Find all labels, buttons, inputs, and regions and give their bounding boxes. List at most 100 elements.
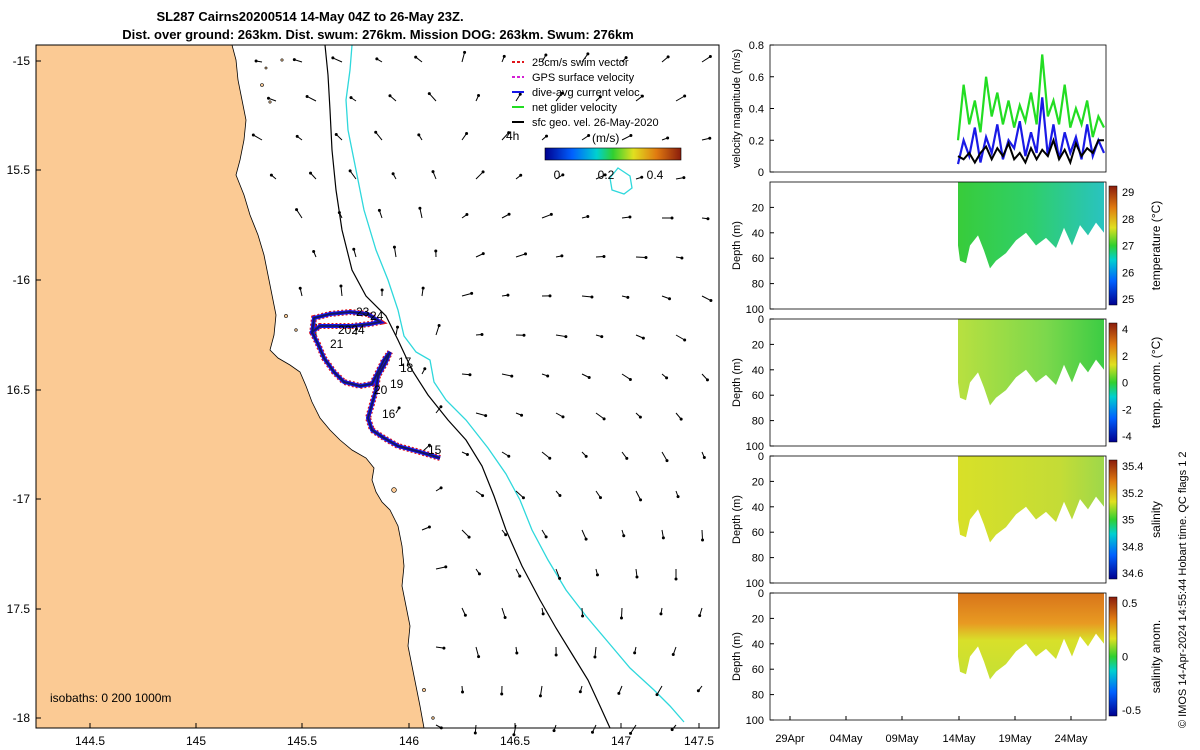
velocity-arrow [501,54,506,63]
velocity-arrow [675,94,687,102]
day-label: 15 [428,443,442,457]
panel-ytick-label: 60 [752,664,764,676]
panel-ytick-label: 0.4 [749,104,764,116]
velocity-arrow [475,412,488,418]
velocity-arrow [674,569,678,581]
velocity-arrow [417,133,423,141]
track-line [310,311,441,459]
velocity-arrow [621,215,632,219]
velocity-arrow [581,215,590,219]
panel-colorbar [1108,185,1118,306]
panel-ytick-label: 0.8 [749,40,764,52]
day-label: 2024 [338,323,365,337]
velocity-arrow [541,134,549,141]
velocity-arrow [414,55,423,63]
velocity-arrow [501,451,511,458]
velocity-arrow [348,169,357,180]
section-fill [958,456,1104,543]
velocity-arrow [619,607,623,620]
map-xtick-label: 145.5 [287,734,317,748]
velocity-arrow [701,373,709,382]
day-label: 24 [370,309,384,323]
velocity-arrow [254,59,263,63]
legend-entry: dive-avg current veloc. [512,87,643,99]
time-axis: 29Apr 04May 09May 14May 19May 24May [775,716,1088,745]
map-xtick-label: 146 [399,734,419,748]
velocity-arrow [696,685,703,693]
velocity-arrow [309,171,317,180]
title-line-1: SL287 Cairns20200514 14-May 04Z to 26-Ma… [156,9,463,24]
title-line-2: Dist. over ground: 263km. Dist. swum: 27… [122,27,634,42]
panel-ytick-label: 0 [758,167,764,179]
velocity-arrow [421,286,425,297]
velocity-arrow [501,212,511,219]
time-tick-label: 19May [998,733,1032,745]
panel-ytick-label: 100 [746,715,764,727]
velocity-arrow [621,529,626,538]
velocity-arrow [475,490,485,498]
time-tick-label: 04May [829,733,863,745]
velocity-arrow [661,451,669,463]
velocity-arrow [461,373,472,377]
velocity-arrow [621,56,628,63]
velocity-arrow [701,217,710,221]
panel-ytick-label: 100 [746,441,764,453]
velocity-arrow [251,133,263,141]
panel-colorbar-tick: 0 [1122,378,1128,390]
velocity-arrow [555,173,565,180]
colorbar [544,147,682,161]
map-ytick-label: 15.5 [7,163,31,177]
velocity-arrow [621,133,633,141]
velocity-arrow [515,333,526,337]
panel-colorbar-tick: -4 [1122,431,1132,443]
section-fill [958,182,1104,269]
velocity-arrow [461,529,471,539]
velocity-arrow [633,646,637,655]
velocity-arrow [555,334,568,339]
legend-entry: sfc geo. vel. 26-May-2020 [512,117,659,129]
velocity-arrow [392,245,397,258]
velocity-arrow [701,295,713,303]
panel-4: 0 20 40 60 80 100 Depth (m) 35.4 35.2 35 34.8 34.6 s… [731,451,1163,590]
velocity-arrow [581,451,588,458]
panel-ytick-label: 20 [752,476,764,488]
panel-ytick-label: 60 [752,390,764,402]
velocity-arrow [418,206,423,219]
velocity-arrow [555,91,564,102]
velocity-arrow [515,92,522,102]
map-xtick-label: 145 [186,734,206,748]
velocity-arrow [635,568,639,579]
velocity-arrow [337,211,343,219]
velocity-arrow [461,451,469,457]
velocity-arrow [541,53,548,63]
velocity-arrow [541,373,550,378]
map-ytick-label: 16.5 [7,383,31,397]
velocity-series [957,137,1104,166]
velocity-arrow [435,405,443,414]
panel-ytick-label: 40 [752,502,764,514]
velocity-arrow [475,646,481,659]
velocity-arrow [593,646,597,659]
velocity-arrow [515,646,519,655]
velocity-arrow [435,486,443,492]
colorbar-title: (m/s) [592,131,619,145]
velocity-arrow [581,134,591,141]
panel-5: 0 20 40 60 80 100 Depth (m) 0.5 0 -0.5 salinity an… [731,588,1163,727]
velocity-arrow [661,529,665,540]
time-tick-label: 09May [885,733,919,745]
velocity-arrow [305,94,317,102]
panel-colorbar-tick: 0 [1122,652,1128,664]
velocity-arrow [675,256,684,260]
glider-track [308,308,441,461]
velocity-arrow [377,208,383,219]
velocity-arrow [670,724,677,732]
velocity-arrow [635,94,644,102]
day-label: 18 [400,361,414,375]
legend-label: 25cm/s swim vector [532,57,629,69]
velocity-arrow [501,607,507,620]
velocity-arrow [581,529,588,541]
credit-text: © IMOS 14-Apr-2024 14:55:44 Hobart time.… [1177,451,1189,728]
velocity-arrow [352,247,357,258]
